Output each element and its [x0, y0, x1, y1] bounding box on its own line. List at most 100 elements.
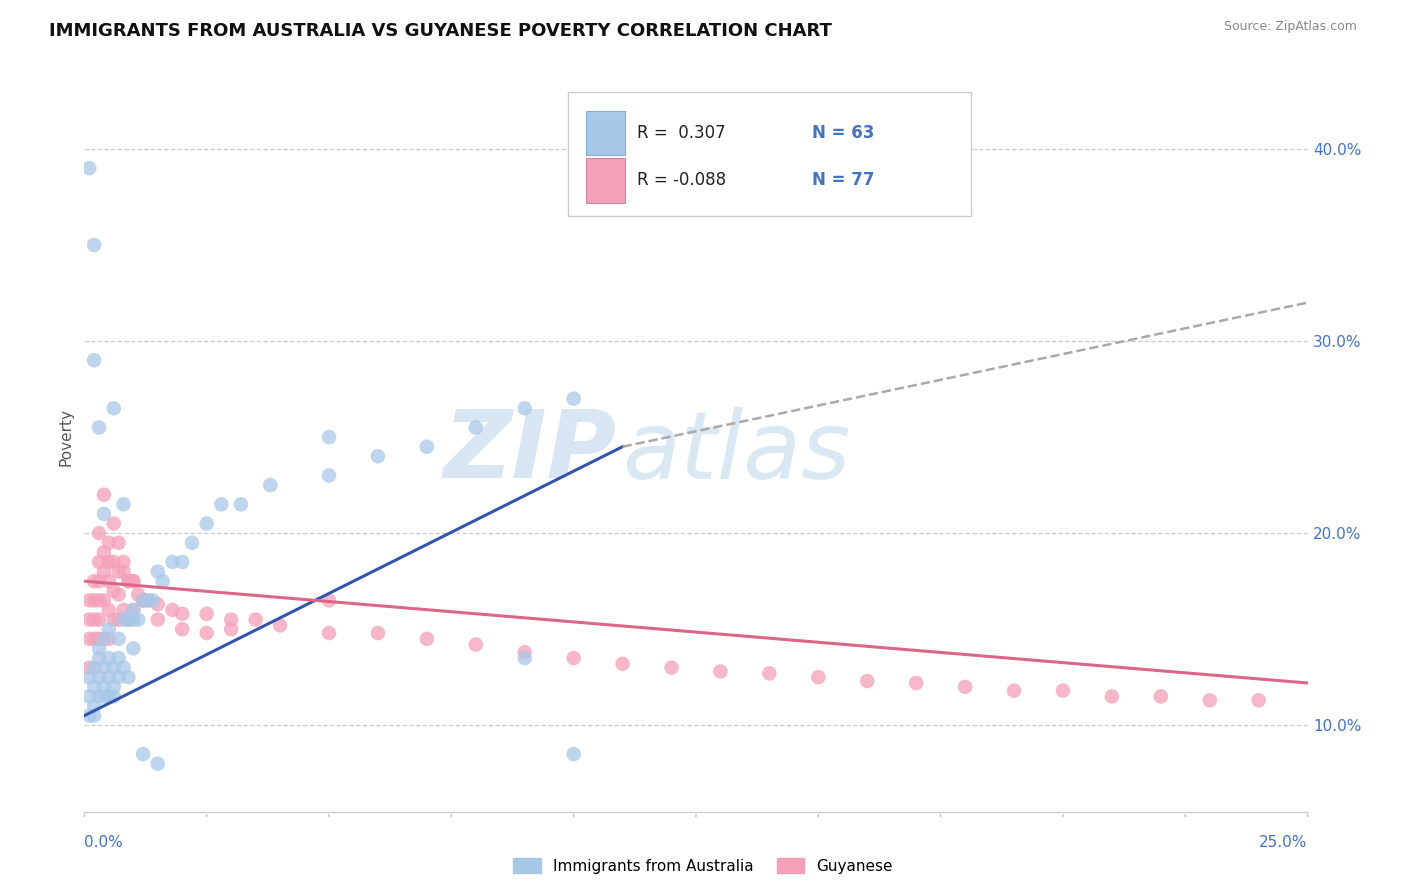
Point — [107, 651, 129, 665]
Point — [77, 161, 100, 175]
Point — [146, 597, 169, 611]
Point — [122, 641, 145, 656]
Point — [416, 440, 439, 454]
Point — [195, 626, 218, 640]
Point — [318, 468, 340, 483]
Point — [416, 632, 439, 646]
Point — [318, 593, 340, 607]
Point — [152, 574, 174, 589]
Point — [87, 670, 110, 684]
Text: N = 77: N = 77 — [813, 171, 875, 189]
Point — [122, 613, 145, 627]
Point — [562, 747, 585, 761]
Point — [172, 622, 194, 636]
Point — [97, 535, 120, 549]
Point — [132, 747, 155, 761]
Point — [107, 670, 129, 684]
Point — [83, 660, 105, 674]
Point — [709, 665, 731, 679]
Point — [83, 353, 105, 368]
Point — [112, 555, 135, 569]
Point — [103, 660, 125, 674]
Point — [1150, 690, 1173, 704]
Point — [612, 657, 634, 671]
Point — [107, 613, 129, 627]
Point — [93, 680, 115, 694]
Point — [87, 641, 110, 656]
Point — [132, 593, 155, 607]
Point — [87, 651, 110, 665]
Point — [93, 690, 115, 704]
Point — [87, 593, 110, 607]
Point — [87, 574, 110, 589]
Text: 0.0%: 0.0% — [84, 835, 124, 850]
Point — [562, 392, 585, 406]
Point — [142, 593, 165, 607]
Point — [87, 420, 110, 434]
Point — [97, 632, 120, 646]
Point — [87, 690, 110, 704]
Point — [87, 613, 110, 627]
Point — [513, 401, 536, 416]
FancyBboxPatch shape — [568, 93, 972, 216]
Point — [93, 593, 115, 607]
Point — [117, 574, 139, 589]
Point — [83, 613, 105, 627]
Point — [464, 638, 486, 652]
Point — [93, 507, 115, 521]
Point — [122, 603, 145, 617]
Point — [259, 478, 281, 492]
Point — [77, 613, 100, 627]
Point — [661, 660, 683, 674]
Point — [87, 632, 110, 646]
Point — [136, 593, 159, 607]
Point — [83, 238, 105, 252]
Point — [77, 670, 100, 684]
Point — [93, 632, 115, 646]
Point — [136, 593, 159, 607]
Point — [77, 593, 100, 607]
Point — [112, 565, 135, 579]
Text: R = -0.088: R = -0.088 — [637, 171, 727, 189]
Point — [219, 622, 242, 636]
Point — [1002, 683, 1025, 698]
Point — [162, 555, 184, 569]
Point — [117, 613, 139, 627]
Point — [807, 670, 830, 684]
Point — [318, 430, 340, 444]
Point — [122, 574, 145, 589]
Point — [112, 497, 135, 511]
Point — [83, 680, 105, 694]
Point — [269, 618, 291, 632]
Point — [97, 622, 120, 636]
Point — [367, 626, 389, 640]
Point — [117, 670, 139, 684]
Point — [112, 603, 135, 617]
Point — [107, 565, 129, 579]
Point — [77, 660, 100, 674]
Point — [117, 574, 139, 589]
Point — [195, 516, 218, 531]
Point — [146, 565, 169, 579]
Point — [112, 660, 135, 674]
Point — [146, 613, 169, 627]
Point — [83, 699, 105, 714]
Text: Source: ZipAtlas.com: Source: ZipAtlas.com — [1223, 20, 1357, 33]
Point — [107, 588, 129, 602]
Point — [77, 632, 100, 646]
Point — [122, 574, 145, 589]
Point — [132, 593, 155, 607]
Point — [93, 545, 115, 559]
Point — [1198, 693, 1220, 707]
Point — [132, 593, 155, 607]
Point — [112, 613, 135, 627]
Point — [87, 555, 110, 569]
Point — [97, 555, 120, 569]
Point — [93, 488, 115, 502]
Point — [83, 708, 105, 723]
Text: R =  0.307: R = 0.307 — [637, 124, 725, 142]
Point — [856, 674, 879, 689]
Point — [103, 583, 125, 598]
Point — [103, 690, 125, 704]
FancyBboxPatch shape — [586, 159, 626, 202]
